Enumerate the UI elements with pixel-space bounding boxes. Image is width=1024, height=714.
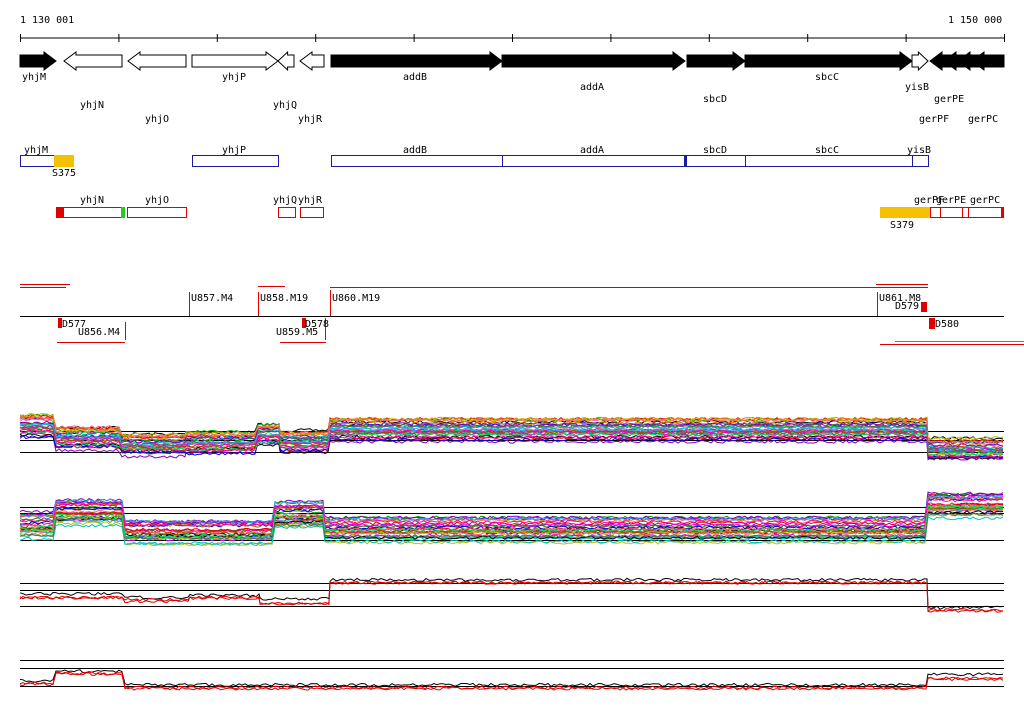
annotation-label: S375 <box>52 168 76 179</box>
expression-panels <box>19 413 1004 691</box>
transcript-label: D578 <box>305 319 329 330</box>
expression-line <box>19 512 1004 540</box>
gene-label: yhjM <box>22 72 46 83</box>
annotation-label: sbcC <box>815 145 839 156</box>
region-box <box>278 207 296 218</box>
gene-label: addA <box>580 82 604 93</box>
expression-line <box>19 498 1004 527</box>
gene-label: gerPF <box>919 114 949 125</box>
gene-arrow <box>277 50 295 72</box>
region-label: yhjN <box>80 195 104 206</box>
expression-line <box>19 422 1004 454</box>
region-box <box>880 207 930 218</box>
expression-line <box>19 506 1004 536</box>
region-label: yhjQ <box>273 195 297 206</box>
expression-line <box>19 496 1004 528</box>
expression-line <box>19 435 1004 461</box>
gene-arrow <box>501 51 686 71</box>
expression-line <box>19 495 1004 524</box>
expression-line <box>19 506 1004 541</box>
transcript-label: U859.M5 <box>276 327 318 338</box>
annotation-divider <box>684 155 687 167</box>
annotation-label: addA <box>580 145 604 156</box>
expression-line <box>19 515 1004 546</box>
region-mark <box>56 207 64 218</box>
transcript-label: U858.M19 <box>260 293 308 304</box>
region-label: gerPF <box>914 195 944 206</box>
transcript-marks <box>20 284 1024 345</box>
gene-arrow <box>63 51 123 71</box>
gene-label: yhjN <box>80 100 104 111</box>
expression-line <box>19 580 1004 613</box>
gene-arrow <box>19 51 57 71</box>
transcript-label: D577 <box>62 319 86 330</box>
transcript-label: D580 <box>935 319 959 330</box>
annotation-label: addB <box>403 145 427 156</box>
annotation-box <box>192 155 279 167</box>
gene-arrow <box>299 51 325 71</box>
gene-arrow <box>686 51 746 71</box>
transcript-label: U857.M4 <box>191 293 233 304</box>
expression-line <box>19 435 1004 460</box>
expression-line <box>19 512 1004 547</box>
gene-label: yhjR <box>298 114 323 125</box>
region-label: gerPE <box>936 195 966 206</box>
region-label: gerPC <box>970 195 1000 206</box>
region-label: S379 <box>890 220 914 231</box>
annotation-label: yhjM <box>24 145 48 156</box>
expression-line <box>19 423 1004 453</box>
gene-label: sbcD <box>703 94 727 105</box>
expression-line <box>19 505 1003 538</box>
gene-arrow <box>911 50 929 72</box>
gene-label: gerPE <box>934 94 964 105</box>
gene-arrow <box>330 51 503 71</box>
gene-arrows <box>19 50 1005 72</box>
transcript-label: U860.M19 <box>332 293 380 304</box>
gene-label: yisB <box>905 82 929 93</box>
gene-label: sbcC <box>815 72 839 83</box>
gene-label: gerPC <box>968 114 998 125</box>
annotation-label: yhjP <box>222 145 246 156</box>
expression-line <box>19 669 1004 688</box>
region-boxes <box>56 207 1004 218</box>
region-box <box>300 207 324 218</box>
gene-label: yhjO <box>145 114 169 125</box>
expression-line <box>19 416 1004 445</box>
expression-line <box>19 426 1004 454</box>
expression-line <box>19 503 1004 537</box>
gene-arrow <box>971 51 1005 71</box>
annotation-label: yisB <box>907 145 931 156</box>
ruler-end: 1 150 000 <box>948 15 1002 26</box>
region-box <box>127 207 187 218</box>
annotation-boxes <box>20 155 929 167</box>
transcript-label: U856.M4 <box>78 327 120 338</box>
annotation-label: sbcD <box>703 145 727 156</box>
annotation-box <box>54 155 74 167</box>
transcript-label: D579 <box>895 301 919 312</box>
gene-label: addB <box>403 72 427 83</box>
region-label: yhjR <box>298 195 323 206</box>
gene-arrow <box>127 51 187 71</box>
region-label: yhjO <box>145 195 169 206</box>
ruler-ticks <box>20 34 1005 42</box>
expression-line <box>19 671 1004 690</box>
expression-line <box>19 496 1004 528</box>
region-mark <box>121 207 125 218</box>
gene-arrow <box>744 51 913 71</box>
transcript-label: U861.M8 <box>879 293 921 304</box>
gene-arrow <box>191 51 279 71</box>
expression-line <box>19 577 1004 610</box>
expression-line <box>19 429 1004 459</box>
expression-line <box>19 413 1004 441</box>
ruler-start: 1 130 001 <box>20 15 74 26</box>
region-mark <box>1001 207 1004 218</box>
annotation-box <box>331 155 929 167</box>
gene-label: yhjQ <box>273 100 297 111</box>
gene-label: yhjP <box>222 72 246 83</box>
